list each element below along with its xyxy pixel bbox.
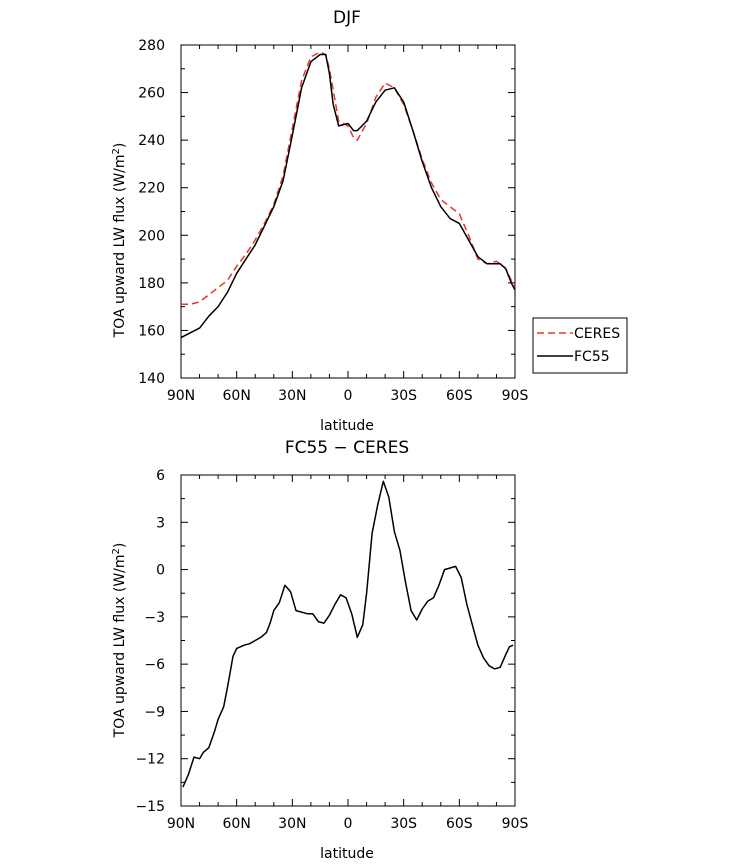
y-tick-label: 220 [138,181,165,197]
x-axis-label: latitude [320,418,374,434]
x-tick-label: 30N [278,388,306,404]
x-tick-labels: 90N 60N 30N 0 30S 60S 90S [167,388,529,404]
y-tick-label: 240 [138,133,165,149]
plot-frame [180,44,516,379]
x-tick-label: 90N [167,388,195,404]
legend-ceres-label: CERES [574,326,620,342]
x-tick-label: 0 [344,388,353,404]
series-lines [180,51,516,339]
axis-ticks [180,44,516,379]
y-axis-label: TOA upward LW flux (W/m2) [111,543,129,739]
djf-panel: DJF 90N 60N 30N 0 30S 60S 90S 140 160 180 200 220 2… [111,8,529,434]
y-tick-label: 280 [138,38,165,54]
x-tick-label: 90S [502,816,529,832]
y-tick-label: 6 [156,468,165,484]
x-tick-label: 60S [446,816,473,832]
y-tick-labels: 140 160 180 200 220 240 260 280 [138,38,165,387]
x-tick-label: 60N [223,388,251,404]
legend: CERES FC55 [532,317,628,374]
y-tick-label: 0 [156,563,165,579]
axis-ticks [180,474,516,807]
x-tick-label: 0 [344,816,353,832]
x-axis-label: latitude [320,846,374,862]
legend-box [532,317,628,374]
y-tick-label: −3 [144,610,165,626]
panel-title: FC55 − CERES [285,438,409,458]
x-tick-label: 90N [167,816,195,832]
x-tick-label: 30N [278,816,306,832]
panel-title: DJF [333,8,361,28]
plot-frame [180,474,516,807]
y-tick-label: 260 [138,86,165,102]
y-tick-label: 200 [138,228,165,244]
x-tick-labels: 90N 60N 30N 0 30S 60S 90S [167,816,529,832]
y-tick-label: 3 [156,515,165,531]
legend-fc55-label: FC55 [574,349,610,365]
y-tick-label: −6 [144,657,165,673]
x-tick-label: 60N [223,816,251,832]
y-tick-label: 160 [138,323,165,339]
x-tick-label: 90S [502,388,529,404]
y-tick-label: 180 [138,276,165,292]
series-lines [182,480,514,788]
series-line-fc55 [180,53,516,339]
series-line-difference [182,480,514,788]
x-tick-label: 30S [390,388,417,404]
x-tick-label: 60S [446,388,473,404]
y-axis-label: TOA upward LW flux (W/m2) [111,143,129,339]
y-tick-label: −12 [135,752,165,768]
y-tick-label: 140 [138,371,165,387]
difference-panel: FC55 − CERES 90N 60N 30N 0 30S 60S 90S −15−12−… [111,438,529,862]
y-tick-label: −15 [135,799,165,815]
x-tick-label: 30S [390,816,417,832]
y-tick-label: −9 [144,704,165,720]
y-tick-labels: −15 −12 −9 −6 −3 0 3 6 [135,468,165,815]
series-line-ceres [181,51,516,306]
